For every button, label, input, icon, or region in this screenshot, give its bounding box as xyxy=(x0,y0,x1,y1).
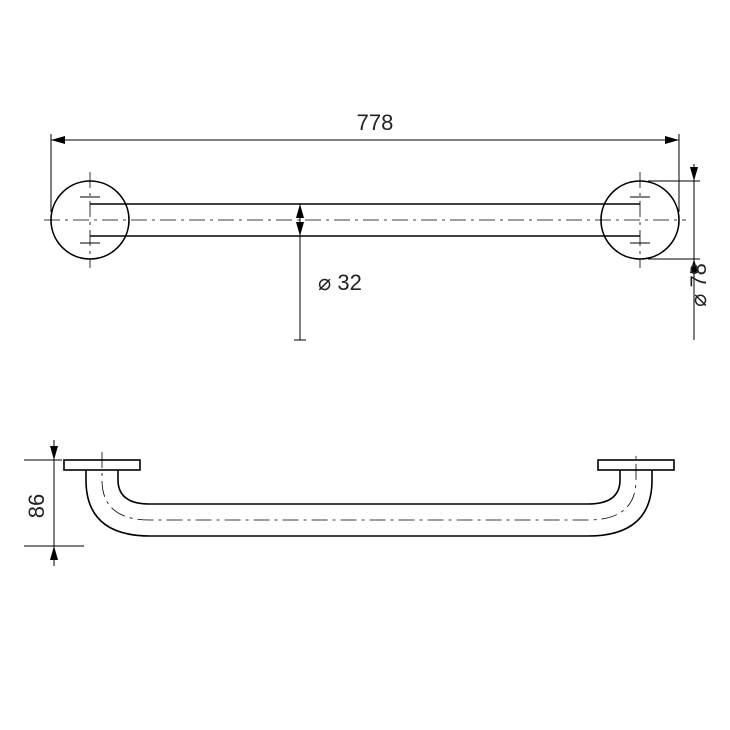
front-view: 778 ⌀ 32 ⌀ 78 xyxy=(44,110,711,340)
dim-projection-label: 86 xyxy=(24,494,49,518)
dim-length-label: 778 xyxy=(357,110,394,135)
bar-outer-outline xyxy=(86,470,652,536)
dim-bar-diam-32: ⌀ 32 xyxy=(294,204,362,340)
bar-centerline xyxy=(102,452,636,520)
bar-inner-outline xyxy=(118,470,620,504)
side-view: 86 xyxy=(24,440,674,566)
dim-bar-diam-label: ⌀ 32 xyxy=(318,270,362,295)
dim-length-778: 778 xyxy=(51,110,679,212)
dim-flange-diam-label: ⌀ 78 xyxy=(686,263,711,307)
dim-projection-86: 86 xyxy=(24,440,84,566)
